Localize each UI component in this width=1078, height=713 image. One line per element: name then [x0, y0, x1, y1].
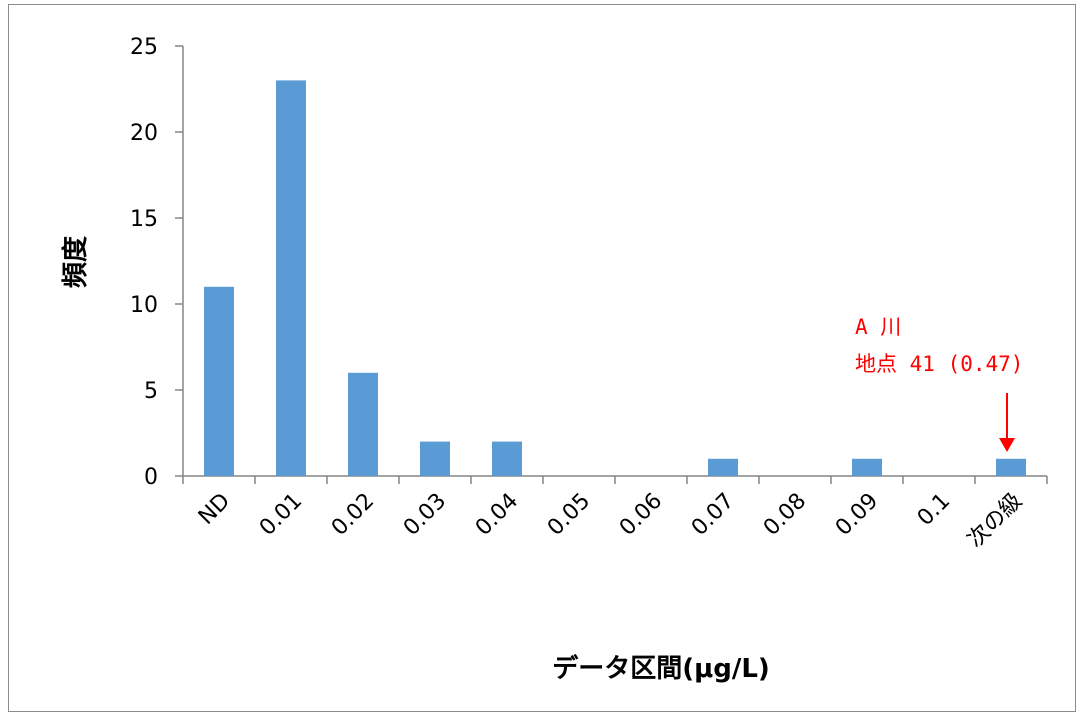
y-tick-labels: 0 5 10 15 20 25 [130, 35, 158, 490]
x-tick-label: 次の級 [963, 489, 1027, 553]
x-axis-title: データ区間(μg/L) [552, 653, 770, 684]
x-tick-labels: ND 0.01 0.02 0.03 0.04 0.05 0.06 0.07 0.08 0.09 0.… [194, 489, 1027, 553]
y-tick-label: 5 [144, 379, 158, 404]
x-tick-label: ND [194, 489, 235, 530]
x-tick-label: 0.09 [831, 489, 883, 541]
annotation-line-2: 地点 41 (0.47) [855, 352, 1023, 376]
bars [204, 80, 1026, 477]
chart-frame [8, 4, 1076, 712]
x-tick-label: 0.03 [399, 489, 451, 541]
y-tick-label: 10 [130, 293, 158, 318]
x-tick-label: 0.06 [615, 489, 667, 541]
bar-0.03 [420, 441, 450, 476]
x-tick-label: 0.08 [759, 489, 811, 541]
x-tick-label: 0.01 [255, 489, 307, 541]
annotation-line-1: A 川 [855, 315, 901, 339]
x-tick-label: 0.04 [471, 489, 523, 541]
bar-0.01 [276, 80, 306, 477]
bar-0.02 [348, 372, 378, 476]
annotation: A 川 地点 41 (0.47) [855, 315, 1023, 452]
y-tick-label: 20 [130, 121, 158, 146]
y-tick-label: 15 [130, 207, 158, 232]
y-tick-label: 0 [144, 465, 158, 490]
bar-0.09 [852, 458, 882, 476]
bar-ND [204, 286, 234, 476]
x-tick-label: 0.02 [327, 489, 379, 541]
bar-0.04 [492, 441, 522, 476]
x-axis [182, 475, 1048, 484]
x-tick-label: 0.1 [913, 489, 955, 531]
annotation-arrow-head [999, 438, 1015, 452]
bar-次の級 [996, 458, 1026, 476]
x-tick-label: 0.07 [687, 489, 739, 541]
y-tick-label: 25 [130, 35, 158, 60]
y-axis-title: 頻度 [60, 236, 91, 288]
x-tick-label: 0.05 [543, 489, 595, 541]
y-axis [175, 45, 184, 477]
bar-0.07 [708, 458, 738, 476]
